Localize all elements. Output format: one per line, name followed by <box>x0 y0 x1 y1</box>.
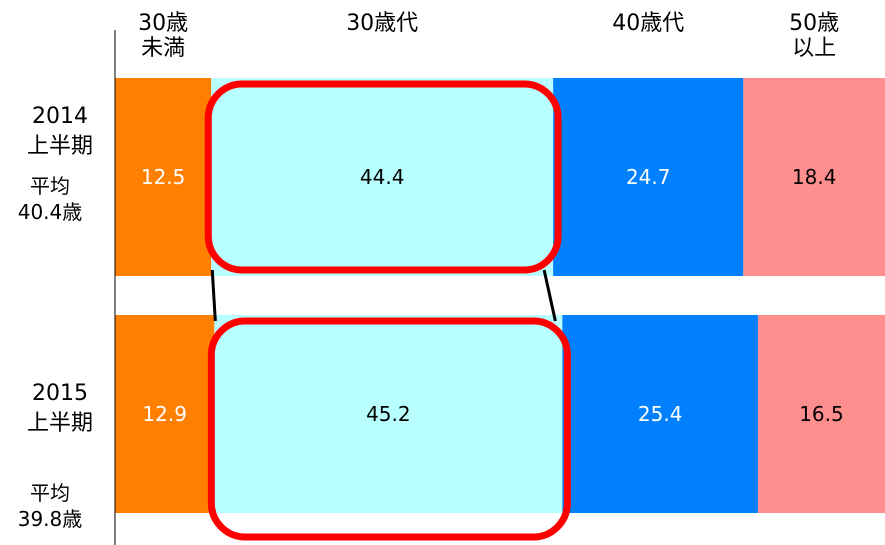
highlight-box-1 <box>204 80 562 274</box>
connector-left <box>210 269 217 322</box>
value-label-1-2: 44.4 <box>360 165 405 189</box>
highlight-layer <box>204 80 571 541</box>
bar-segment-2-3 <box>562 315 758 513</box>
bars-layer <box>115 78 885 513</box>
value-label-2-4: 16.5 <box>799 402 844 426</box>
category-label-1: 30歳未満 <box>138 11 188 61</box>
bar-segment-1-2 <box>211 78 554 276</box>
bar-segment-1-4 <box>743 78 885 276</box>
bar-segment-2-4 <box>757 315 885 513</box>
category-label-2: 30歳代 <box>346 11 418 36</box>
row-sublabel-2: 平均 39.8歳 <box>18 481 83 531</box>
bar-segment-1-3 <box>553 78 744 276</box>
value-label-1-1: 12.5 <box>141 165 186 189</box>
bar-segment-2-1 <box>115 315 215 513</box>
value-label-1-4: 18.4 <box>792 165 837 189</box>
row-label-1: 2014 上半期 <box>27 104 93 159</box>
connector-layer <box>210 269 557 322</box>
category-label-3: 40歳代 <box>612 11 684 36</box>
row-sublabel-1: 平均 40.4歳 <box>18 174 83 224</box>
value-label-2-1: 12.9 <box>142 402 187 426</box>
value-label-2-2: 45.2 <box>366 402 411 426</box>
connector-right <box>542 269 557 322</box>
category-label-4: 50歳以上 <box>789 11 839 61</box>
row-label-2: 2015 上半期 <box>27 381 93 436</box>
value-label-1-3: 24.7 <box>626 165 671 189</box>
bar-segment-1-1 <box>115 78 212 276</box>
highlight-box-2 <box>207 317 571 541</box>
bar-segment-2-2 <box>214 315 563 513</box>
value-label-2-3: 25.4 <box>638 402 683 426</box>
